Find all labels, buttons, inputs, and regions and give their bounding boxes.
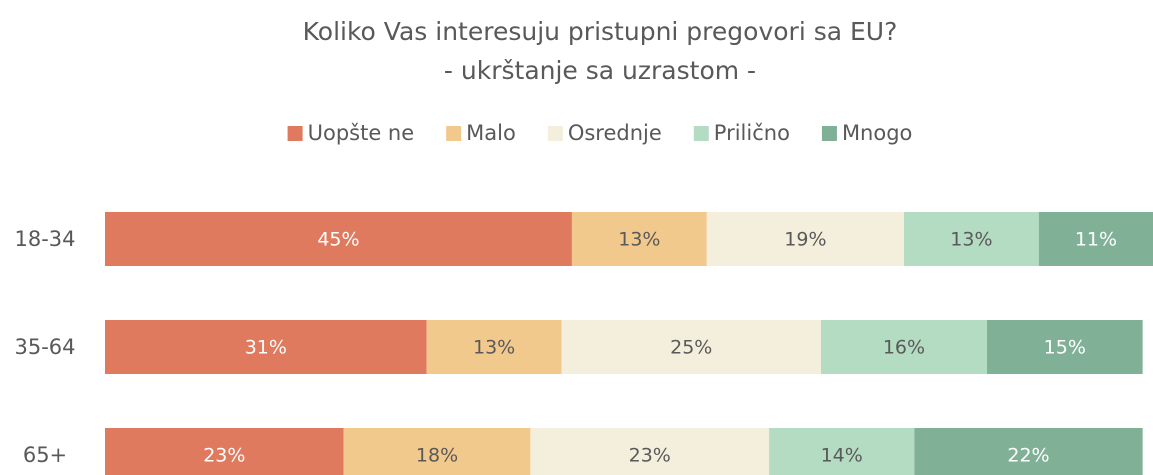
value-label: 18% bbox=[416, 445, 458, 467]
bar-segment bbox=[343, 428, 531, 475]
bar-segment bbox=[105, 320, 427, 374]
category-label: 65+ bbox=[23, 443, 67, 467]
legend-label: Uopšte ne bbox=[308, 121, 415, 145]
legend-swatch bbox=[821, 126, 837, 141]
bar-segment bbox=[903, 212, 1039, 266]
bar-segment bbox=[914, 428, 1143, 475]
value-label: 23% bbox=[629, 445, 671, 467]
bar-segment bbox=[105, 428, 344, 475]
value-label: 15% bbox=[1044, 337, 1086, 359]
category-label: 35-64 bbox=[14, 335, 75, 359]
value-label: 45% bbox=[317, 229, 359, 251]
bar-segment bbox=[426, 320, 562, 374]
legend-swatch bbox=[287, 126, 303, 141]
bar-segment bbox=[769, 428, 915, 475]
bar-segment bbox=[706, 212, 904, 266]
chart-subtitle: - ukrštanje sa uzrastom - bbox=[444, 56, 756, 85]
legend-label: Malo bbox=[466, 121, 516, 145]
legend-swatch bbox=[547, 126, 563, 141]
value-label: 19% bbox=[784, 229, 826, 251]
value-label: 13% bbox=[618, 229, 660, 251]
bar-segment bbox=[820, 320, 987, 374]
legend-label: Prilično bbox=[714, 121, 790, 145]
bar-segment bbox=[561, 320, 821, 374]
value-label: 25% bbox=[670, 337, 712, 359]
bar-segment bbox=[105, 212, 572, 266]
value-label: 14% bbox=[821, 445, 863, 467]
chart-title: Koliko Vas interesuju pristupni pregovor… bbox=[303, 17, 898, 46]
value-label: 13% bbox=[473, 337, 515, 359]
value-label: 13% bbox=[950, 229, 992, 251]
bar-segment bbox=[571, 212, 707, 266]
bar-segment bbox=[1038, 212, 1153, 266]
legend-label: Osrednje bbox=[568, 121, 662, 145]
bar-segment bbox=[986, 320, 1143, 374]
value-label: 31% bbox=[245, 337, 287, 359]
legend-label: Mnogo bbox=[842, 121, 912, 145]
value-label: 23% bbox=[203, 445, 245, 467]
bar-segment bbox=[530, 428, 770, 475]
value-label: 22% bbox=[1007, 445, 1049, 467]
value-label: 11% bbox=[1075, 229, 1117, 251]
legend-swatch bbox=[693, 126, 709, 141]
value-label: 16% bbox=[883, 337, 925, 359]
category-label: 18-34 bbox=[14, 227, 75, 251]
legend-swatch bbox=[446, 126, 462, 141]
